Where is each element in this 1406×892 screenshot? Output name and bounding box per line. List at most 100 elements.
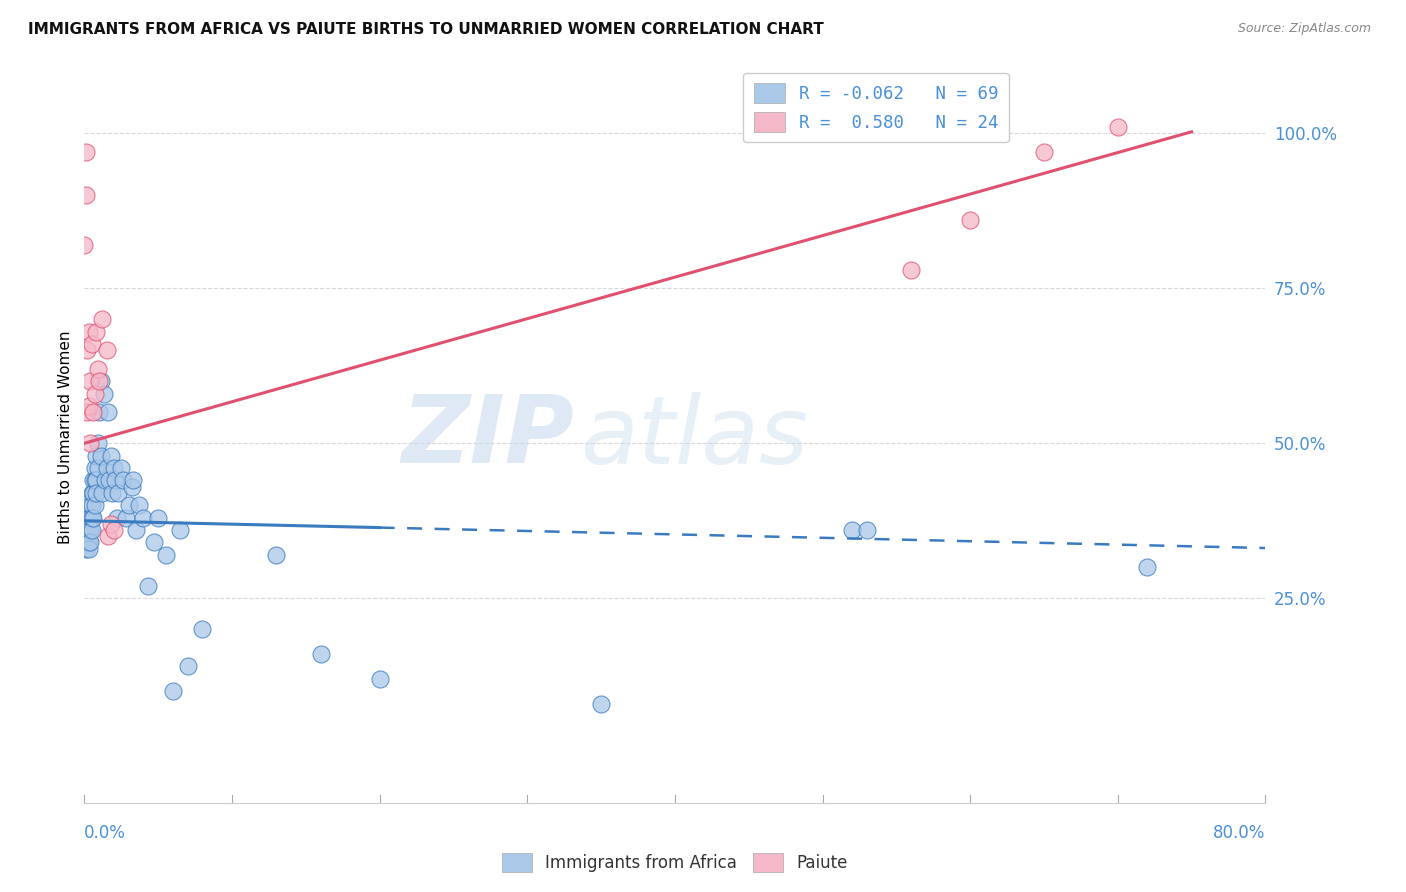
Point xyxy=(91,486,114,500)
Point xyxy=(82,510,104,524)
Point xyxy=(162,684,184,698)
Point xyxy=(266,548,288,562)
Point xyxy=(86,362,108,376)
Point xyxy=(76,516,98,531)
Y-axis label: Births to Unmarried Women: Births to Unmarried Women xyxy=(58,330,73,544)
Point xyxy=(96,461,118,475)
Point xyxy=(75,529,97,543)
Point xyxy=(856,523,879,537)
Point xyxy=(79,498,101,512)
Point xyxy=(114,510,136,524)
Point xyxy=(77,399,100,413)
Point xyxy=(77,535,100,549)
Point xyxy=(82,486,104,500)
Point xyxy=(77,510,100,524)
Point xyxy=(77,523,100,537)
Point xyxy=(122,474,145,488)
Point xyxy=(111,474,134,488)
Point xyxy=(86,461,108,475)
Point xyxy=(84,325,107,339)
Point xyxy=(80,510,103,524)
Point xyxy=(121,480,143,494)
Point xyxy=(591,697,613,711)
Text: atlas: atlas xyxy=(581,392,808,483)
Point xyxy=(76,343,98,358)
Text: Source: ZipAtlas.com: Source: ZipAtlas.com xyxy=(1237,22,1371,36)
Point xyxy=(1107,120,1129,135)
Point xyxy=(87,405,111,419)
Point xyxy=(80,523,103,537)
Point xyxy=(1033,145,1056,159)
Point xyxy=(103,461,125,475)
Point xyxy=(100,449,122,463)
Point xyxy=(83,386,105,401)
Point xyxy=(84,474,107,488)
Point xyxy=(83,498,105,512)
Point xyxy=(97,405,120,419)
Point xyxy=(77,325,100,339)
Point xyxy=(75,541,97,556)
Point xyxy=(97,529,120,543)
Point xyxy=(79,374,101,388)
Point xyxy=(84,486,107,500)
Point xyxy=(96,343,118,358)
Point xyxy=(309,647,332,661)
Point xyxy=(103,523,125,537)
Point xyxy=(76,529,98,543)
Point xyxy=(98,474,121,488)
Point xyxy=(79,436,101,450)
Point xyxy=(84,449,107,463)
Point xyxy=(110,461,132,475)
Point xyxy=(105,510,128,524)
Point xyxy=(76,405,98,419)
Point xyxy=(83,461,105,475)
Point xyxy=(79,535,101,549)
Point xyxy=(841,523,863,537)
Text: ZIP: ZIP xyxy=(402,391,575,483)
Point xyxy=(107,486,129,500)
Point xyxy=(75,188,97,202)
Point xyxy=(169,523,191,537)
Point xyxy=(191,622,214,636)
Point xyxy=(87,374,111,388)
Point xyxy=(101,486,124,500)
Point xyxy=(148,510,170,524)
Point xyxy=(80,498,103,512)
Point xyxy=(80,337,103,351)
Point xyxy=(100,516,122,531)
Point xyxy=(82,474,104,488)
Legend: Immigrants from Africa, Paiute: Immigrants from Africa, Paiute xyxy=(495,846,855,879)
Point xyxy=(75,145,97,159)
Text: IMMIGRANTS FROM AFRICA VS PAIUTE BIRTHS TO UNMARRIED WOMEN CORRELATION CHART: IMMIGRANTS FROM AFRICA VS PAIUTE BIRTHS … xyxy=(28,22,824,37)
Point xyxy=(94,474,117,488)
Point xyxy=(86,436,108,450)
Point xyxy=(128,498,150,512)
Point xyxy=(142,535,165,549)
Point xyxy=(76,510,98,524)
Point xyxy=(104,474,127,488)
Point xyxy=(77,541,100,556)
Text: 0.0%: 0.0% xyxy=(84,824,127,843)
Point xyxy=(76,535,98,549)
Point xyxy=(959,213,981,227)
Point xyxy=(118,498,141,512)
Point xyxy=(93,386,115,401)
Text: 80.0%: 80.0% xyxy=(1213,824,1265,843)
Point xyxy=(91,312,114,326)
Point xyxy=(82,405,104,419)
Point xyxy=(125,523,148,537)
Point xyxy=(80,486,103,500)
Point xyxy=(155,548,177,562)
Point xyxy=(368,672,391,686)
Point xyxy=(79,523,101,537)
Point xyxy=(900,262,922,277)
Point xyxy=(75,516,97,531)
Point xyxy=(83,474,105,488)
Point xyxy=(132,510,155,524)
Point xyxy=(90,449,112,463)
Point xyxy=(136,579,159,593)
Point xyxy=(177,659,200,673)
Point xyxy=(73,238,96,252)
Point xyxy=(90,374,112,388)
Point xyxy=(79,510,101,524)
